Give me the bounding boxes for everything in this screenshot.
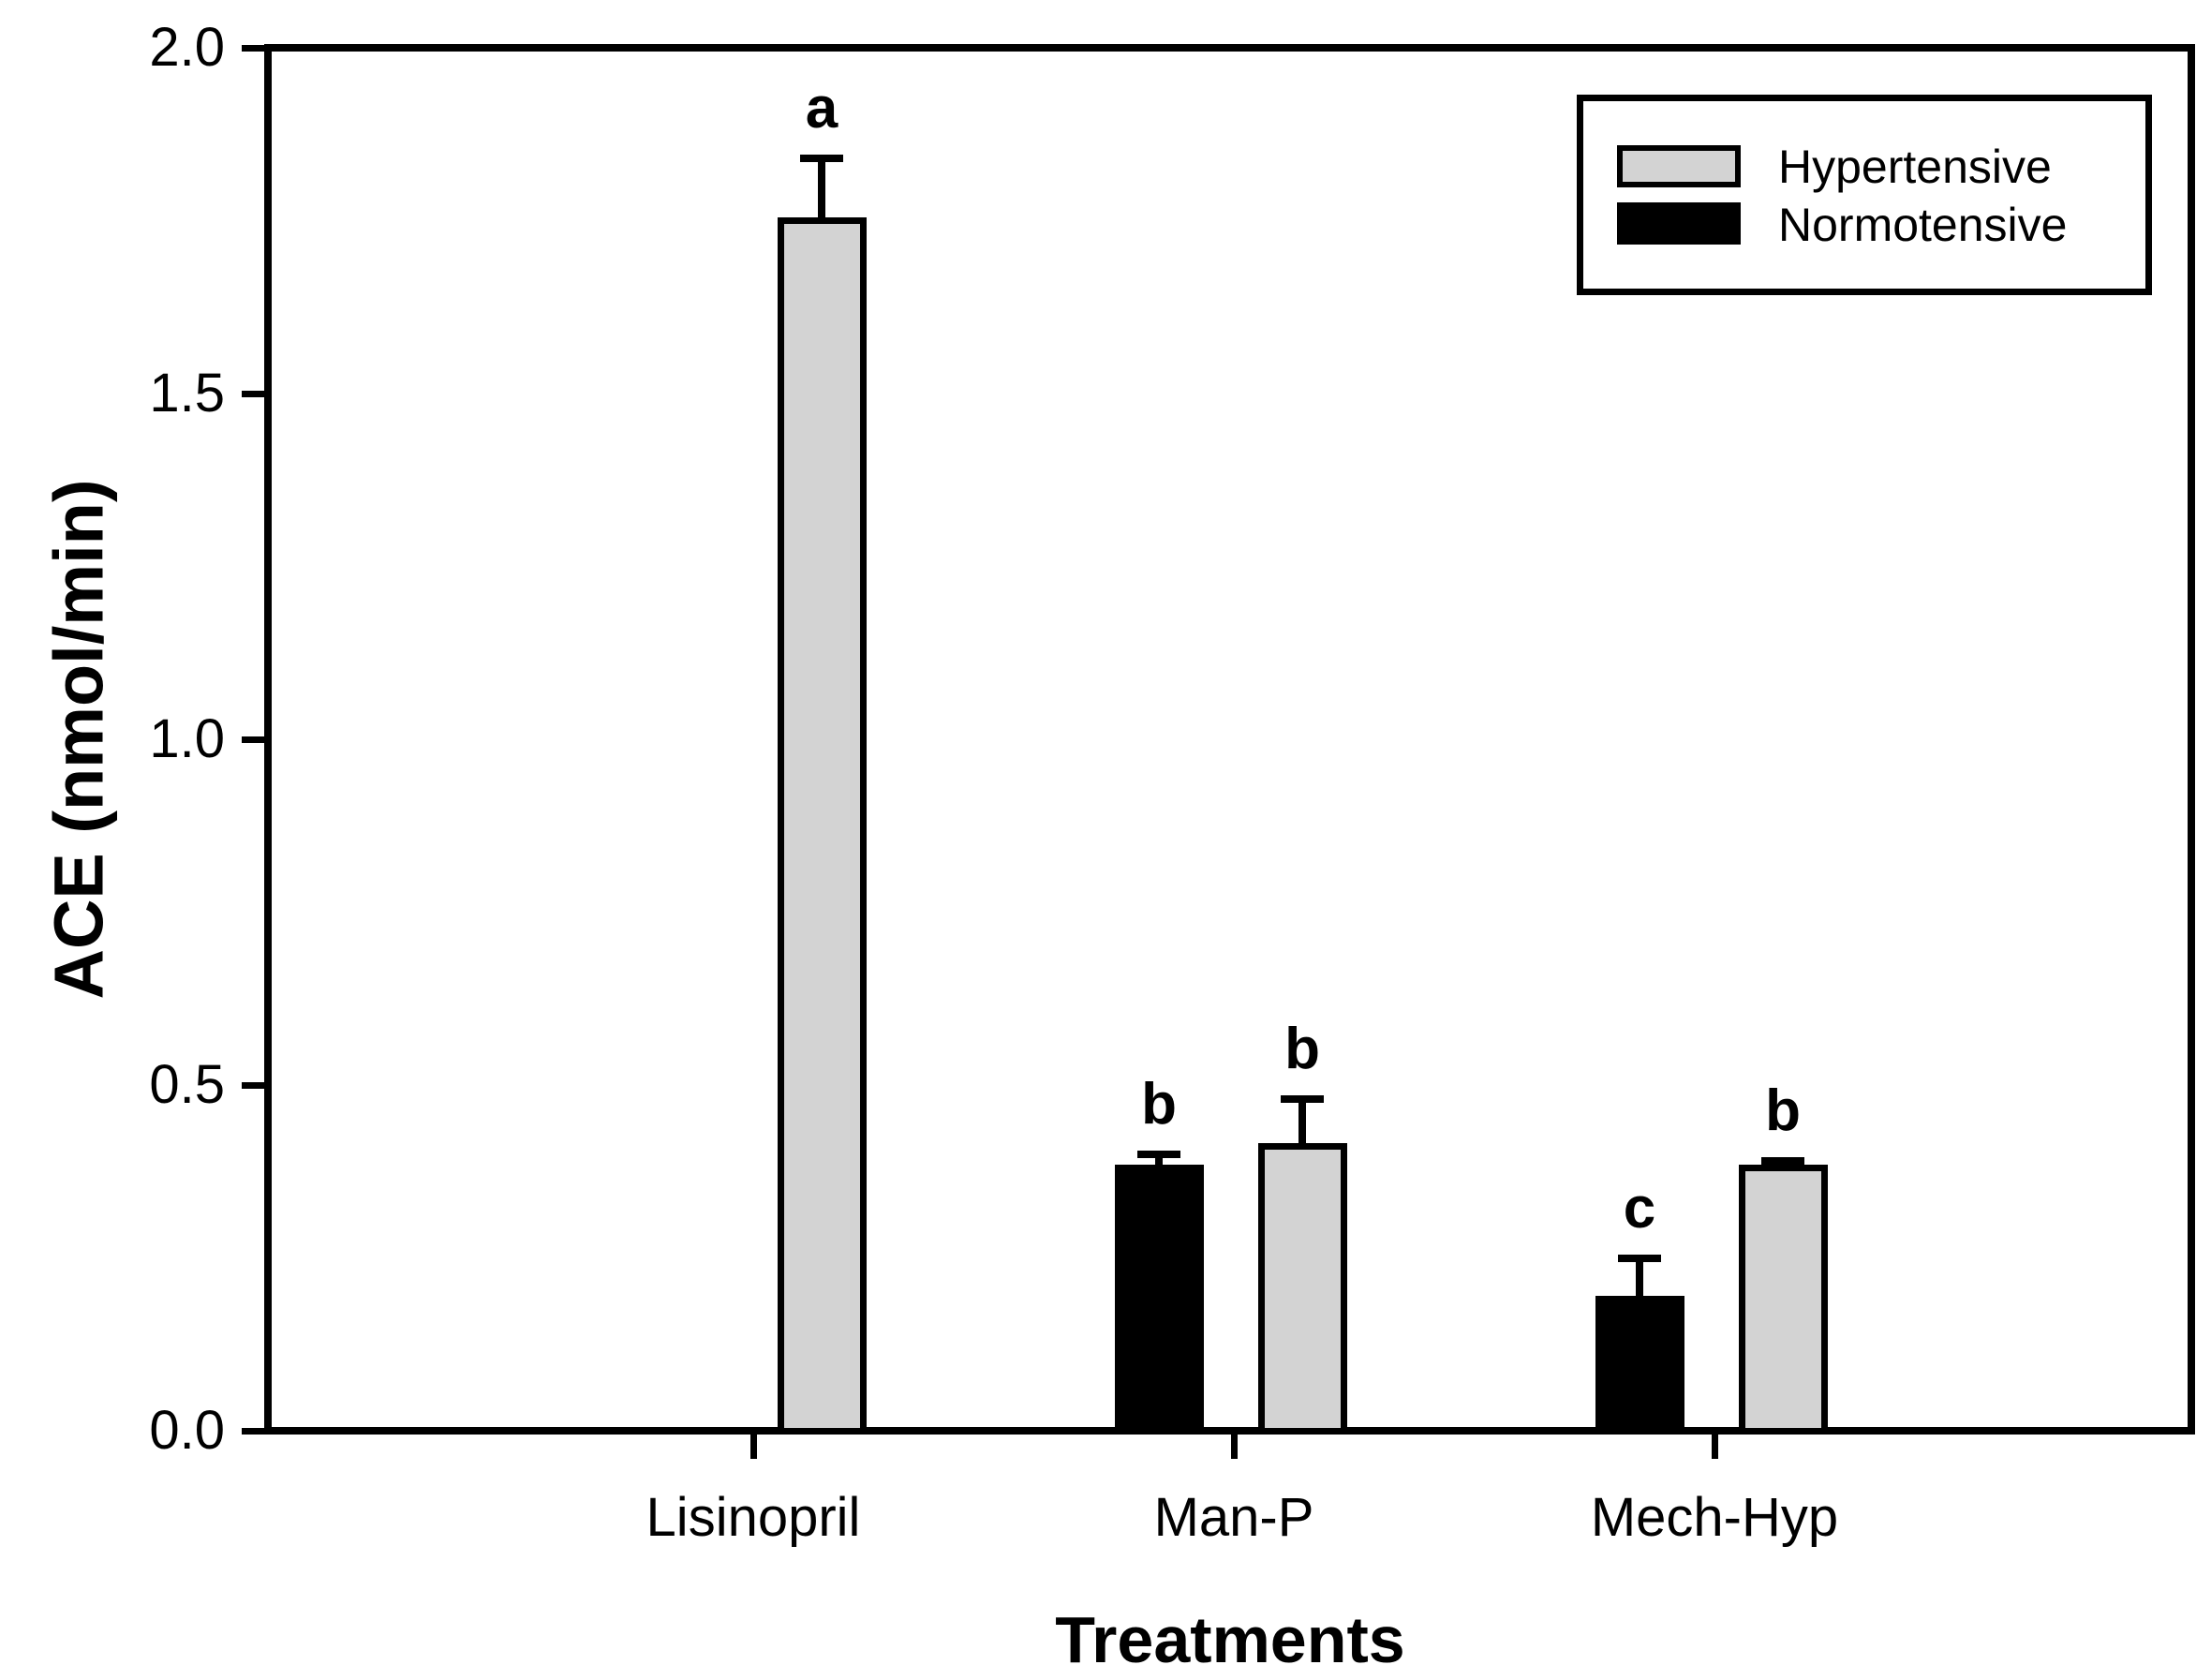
x-axis-tick-label: Man-P: [1153, 1487, 1314, 1548]
error-bar-line-normotensive-man-p: [1155, 1154, 1163, 1168]
error-bar-cap-normotensive-man-p: [1137, 1151, 1180, 1158]
bar-normotensive-man-p: [1115, 1165, 1204, 1435]
y-axis-tick-label: 0.5: [149, 1054, 225, 1115]
bar-hypertensive-lisinopril: [778, 217, 867, 1435]
x-axis-title: Treatments: [1055, 1603, 1405, 1676]
y-axis-tick: [242, 1428, 268, 1435]
significance-letter-normotensive-mech-hyp: c: [1623, 1176, 1656, 1241]
y-axis-tick: [242, 1082, 268, 1089]
significance-letter-hypertensive-lisinopril: a: [805, 76, 838, 141]
error-bar-cap-hypertensive-mech-hyp: [1761, 1157, 1804, 1165]
x-axis-tick: [1231, 1435, 1238, 1459]
legend-swatch-hypertensive: [1617, 145, 1741, 187]
significance-letter-normotensive-man-p: b: [1141, 1072, 1177, 1137]
x-axis-tick-label: Mech-Hyp: [1590, 1487, 1839, 1548]
error-bar-cap-hypertensive-lisinopril: [800, 155, 843, 162]
x-axis-tick: [750, 1435, 757, 1459]
bar-hypertensive-mech-hyp: [1739, 1165, 1828, 1435]
error-bar-cap-normotensive-mech-hyp: [1618, 1255, 1661, 1262]
significance-letter-hypertensive-man-p: b: [1284, 1017, 1320, 1081]
y-axis-tick: [242, 391, 268, 397]
y-axis-tick: [242, 45, 268, 52]
y-axis-tick-label: 2.0: [149, 17, 225, 78]
bar-hypertensive-man-p: [1258, 1143, 1347, 1435]
x-axis-tick-label: Lisinopril: [645, 1487, 861, 1548]
legend-label-hypertensive: Hypertensive: [1778, 141, 2052, 193]
y-axis-tick-label: 0.0: [149, 1400, 225, 1461]
legend-swatch-normotensive: [1617, 202, 1741, 245]
y-axis-tick-label: 1.0: [149, 708, 225, 769]
error-bar-cap-hypertensive-man-p: [1281, 1095, 1324, 1103]
error-bar-line-normotensive-mech-hyp: [1636, 1258, 1643, 1300]
legend: Hypertensive Normotensive: [1577, 95, 2152, 295]
y-axis-tick: [242, 736, 268, 743]
bar-normotensive-mech-hyp: [1595, 1296, 1684, 1435]
x-axis-tick: [1712, 1435, 1718, 1459]
significance-letter-hypertensive-mech-hyp: b: [1765, 1078, 1801, 1143]
y-axis-tick-label: 1.5: [149, 363, 225, 424]
error-bar-line-hypertensive-mech-hyp: [1779, 1161, 1787, 1168]
error-bar-line-hypertensive-man-p: [1298, 1099, 1306, 1147]
legend-label-normotensive: Normotensive: [1778, 199, 2068, 251]
y-axis-title: ACE (nmol/min): [39, 479, 118, 1000]
error-bar-line-hypertensive-lisinopril: [818, 158, 825, 221]
